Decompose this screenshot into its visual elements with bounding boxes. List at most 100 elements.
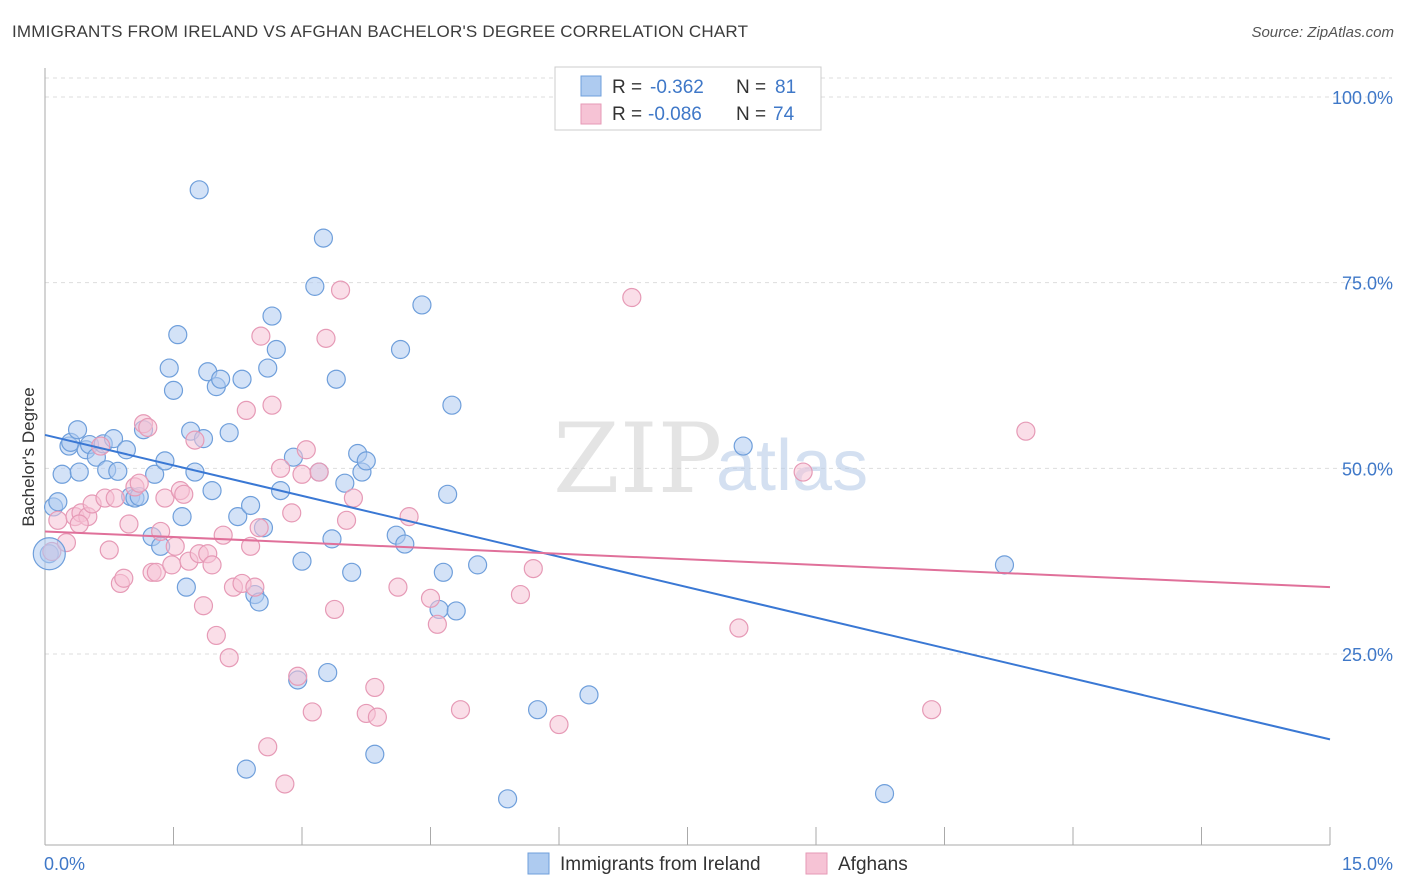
point-ireland-56 — [322, 529, 342, 549]
point-afghans-32 — [213, 525, 233, 545]
point-afghans-24 — [174, 484, 194, 504]
point-afghans-57 — [367, 707, 387, 727]
bottom-legend: Immigrants from Ireland Afghans — [527, 852, 908, 875]
point-afghans-65 — [549, 714, 569, 735]
watermark: ZIP atlas — [553, 403, 868, 515]
trend-line-ireland — [44, 433, 1331, 741]
point-afghans-47 — [296, 440, 316, 460]
point-ireland-59 — [342, 562, 362, 582]
point-afghans-43 — [275, 774, 295, 794]
legend-r-value-2: -0.086 — [648, 104, 702, 125]
point-ireland-26 — [168, 325, 188, 345]
grid — [45, 77, 1392, 655]
point-afghans-9 — [99, 540, 119, 560]
point-ireland-39 — [232, 369, 252, 389]
point-afghans-38 — [245, 577, 265, 597]
trend-lines — [44, 433, 1331, 741]
point-ireland-37 — [219, 423, 239, 443]
watermark-zip: ZIP — [553, 403, 722, 515]
legend-box: R = -0.362 N = 81 R = -0.086 N = 74 — [554, 66, 822, 131]
point-afghans-42 — [270, 458, 291, 478]
legend-swatch-afghans — [580, 103, 602, 125]
point-ireland-73 — [468, 555, 488, 575]
point-ireland-45 — [258, 358, 278, 378]
point-afghans-51 — [324, 599, 345, 620]
point-ireland-28 — [176, 577, 196, 597]
point-afghans-44 — [282, 503, 302, 523]
point-ireland-7 — [69, 462, 89, 482]
legend-r-value-1: -0.362 — [650, 77, 704, 98]
point-ireland-2 — [48, 492, 68, 512]
point-afghans-19 — [151, 521, 171, 542]
y-tick-label-50: 50.0% — [1342, 459, 1393, 479]
bottom-legend-swatch-afghans — [805, 852, 828, 875]
point-ireland-70 — [438, 484, 458, 504]
point-afghans-13 — [119, 514, 139, 534]
point-ireland-21 — [145, 464, 165, 484]
point-afghans-69 — [922, 700, 942, 720]
point-ireland-71 — [442, 395, 462, 415]
point-ireland-79 — [994, 555, 1015, 575]
source-credit: Source: ZipAtlas.com — [1251, 24, 1394, 41]
point-afghans-50 — [316, 328, 336, 348]
y-tick-label-100: 100.0% — [1332, 88, 1393, 108]
point-ireland-54 — [313, 228, 334, 248]
point-ireland-25 — [163, 380, 184, 400]
point-afghans-36 — [236, 400, 256, 421]
chart-title: IMMIGRANTS FROM IRELAND VS AFGHAN BACHEL… — [12, 22, 749, 41]
x-tick-label-start: 0.0% — [44, 854, 85, 874]
point-ireland-62 — [356, 451, 376, 471]
point-ireland-36 — [211, 369, 231, 389]
point-ireland-31 — [189, 180, 209, 200]
series-ireland — [39, 180, 1015, 809]
point-afghans-39 — [251, 326, 271, 346]
point-ireland-69 — [433, 562, 453, 582]
point-afghans-41 — [262, 395, 282, 415]
point-afghans-72 — [129, 473, 149, 493]
point-afghans-48 — [302, 702, 322, 722]
bottom-legend-label-ireland: Immigrants from Ireland — [560, 854, 761, 875]
trend-line-afghans — [44, 530, 1331, 589]
point-afghans-53 — [336, 510, 357, 530]
legend-r-label-2: R = — [612, 104, 642, 125]
point-afghans-10 — [105, 488, 125, 508]
bottom-legend-label-afghans: Afghans — [838, 854, 908, 875]
series-afghans — [42, 280, 1036, 794]
point-afghans-56 — [365, 677, 385, 698]
point-afghans-73 — [249, 518, 269, 538]
point-ireland-57 — [326, 369, 346, 389]
point-afghans-66 — [622, 287, 642, 308]
point-afghans-63 — [510, 584, 531, 605]
legend-n-value-1: 81 — [775, 77, 796, 98]
point-afghans-18 — [146, 562, 166, 582]
x-tick-label-end: 15.0% — [1342, 854, 1393, 874]
point-ireland-76 — [579, 685, 599, 705]
point-ireland-72 — [446, 601, 466, 621]
legend-n-label-1: N = — [736, 77, 766, 98]
point-ireland-51 — [292, 551, 312, 571]
point-ireland-55 — [318, 662, 338, 683]
point-afghans-1 — [48, 510, 68, 530]
point-ireland-63 — [365, 744, 385, 764]
point-afghans-45 — [288, 666, 308, 686]
point-ireland-67 — [412, 295, 432, 315]
point-afghans-16 — [138, 417, 158, 438]
point-afghans-40 — [258, 737, 278, 757]
point-afghans-46 — [292, 464, 312, 484]
point-ireland-38 — [228, 507, 248, 527]
point-ireland-41 — [241, 495, 261, 516]
point-ireland-40 — [236, 759, 256, 779]
point-ireland-77 — [733, 436, 753, 456]
point-afghans-21 — [162, 555, 182, 575]
point-ireland-74 — [498, 789, 518, 809]
point-ireland-cluster — [32, 537, 66, 571]
y-tick-label-25: 25.0% — [1342, 645, 1393, 665]
point-afghans-26 — [185, 430, 205, 450]
legend-n-value-2: 74 — [773, 104, 795, 125]
point-afghans-52 — [330, 280, 351, 300]
y-tick-labels: 25.0% 50.0% 75.0% 100.0% — [1332, 88, 1393, 665]
point-ireland-24 — [159, 358, 179, 378]
point-afghans-67 — [729, 618, 749, 638]
point-afghans-20 — [155, 488, 175, 508]
